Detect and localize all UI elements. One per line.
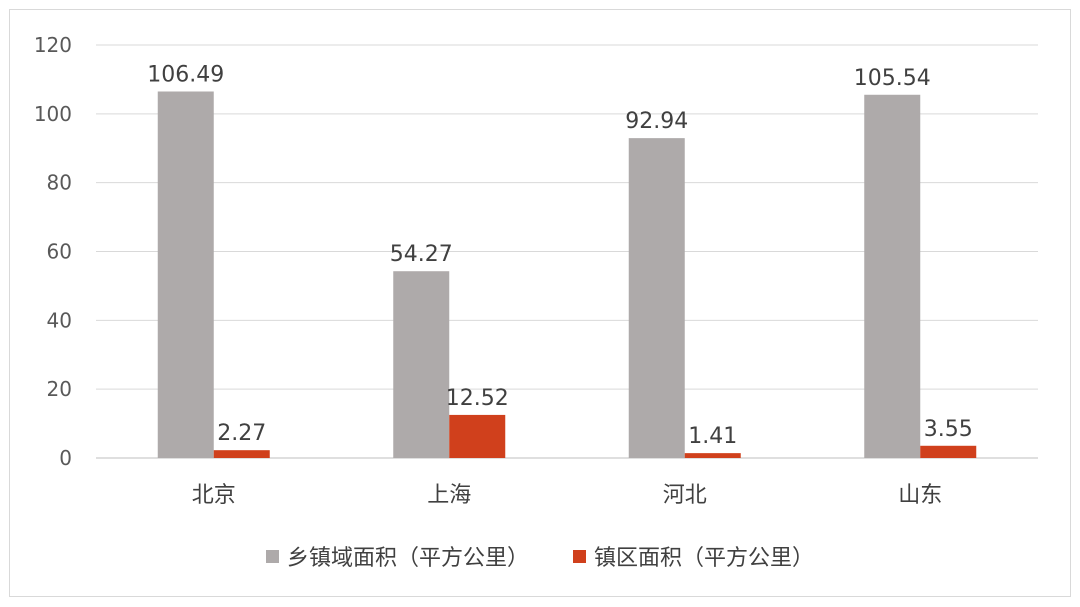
y-tick-label: 0	[59, 446, 72, 470]
bar-township-area	[393, 271, 450, 458]
data-label: 2.27	[217, 421, 266, 446]
data-label: 12.52	[446, 386, 509, 411]
bar-town-area	[684, 453, 741, 458]
y-tick-label: 20	[47, 377, 72, 401]
category-label: 上海	[427, 483, 471, 508]
y-tick-label: 120	[34, 33, 72, 57]
data-label: 3.55	[924, 417, 973, 442]
y-tick-label: 60	[47, 240, 72, 264]
legend-item-series-2: 镇区面积（平方公里）	[573, 540, 814, 572]
category-label: 河北	[663, 483, 707, 508]
legend-swatch-series-2	[573, 549, 586, 563]
legend-swatch-series-1	[265, 549, 279, 563]
legend-label-series-1: 乡镇域面积（平方公里）	[286, 546, 529, 571]
category-label: 北京	[192, 483, 236, 508]
y-tick-label: 40	[47, 308, 72, 332]
category-label: 山东	[898, 483, 942, 508]
bar-town-area	[920, 445, 977, 458]
data-label: 54.27	[390, 242, 453, 267]
data-label: 105.54	[854, 66, 931, 91]
legend: 乡镇域面积（平方公里） 镇区面积（平方公里）	[0, 538, 1080, 574]
bar-township-area	[157, 91, 214, 458]
data-label: 1.41	[688, 424, 737, 449]
legend-label-series-2: 镇区面积（平方公里）	[594, 546, 815, 571]
bar-township-area	[864, 94, 921, 458]
y-tick-label: 100	[34, 102, 72, 126]
bar-town-area	[449, 414, 506, 458]
bar-town-area	[213, 450, 270, 458]
data-label: 106.49	[147, 62, 224, 87]
y-tick-label: 80	[47, 171, 72, 195]
legend-item-series-1: 乡镇域面积（平方公里）	[265, 540, 529, 572]
data-label: 92.94	[625, 109, 688, 134]
bar-township-area	[628, 138, 685, 458]
